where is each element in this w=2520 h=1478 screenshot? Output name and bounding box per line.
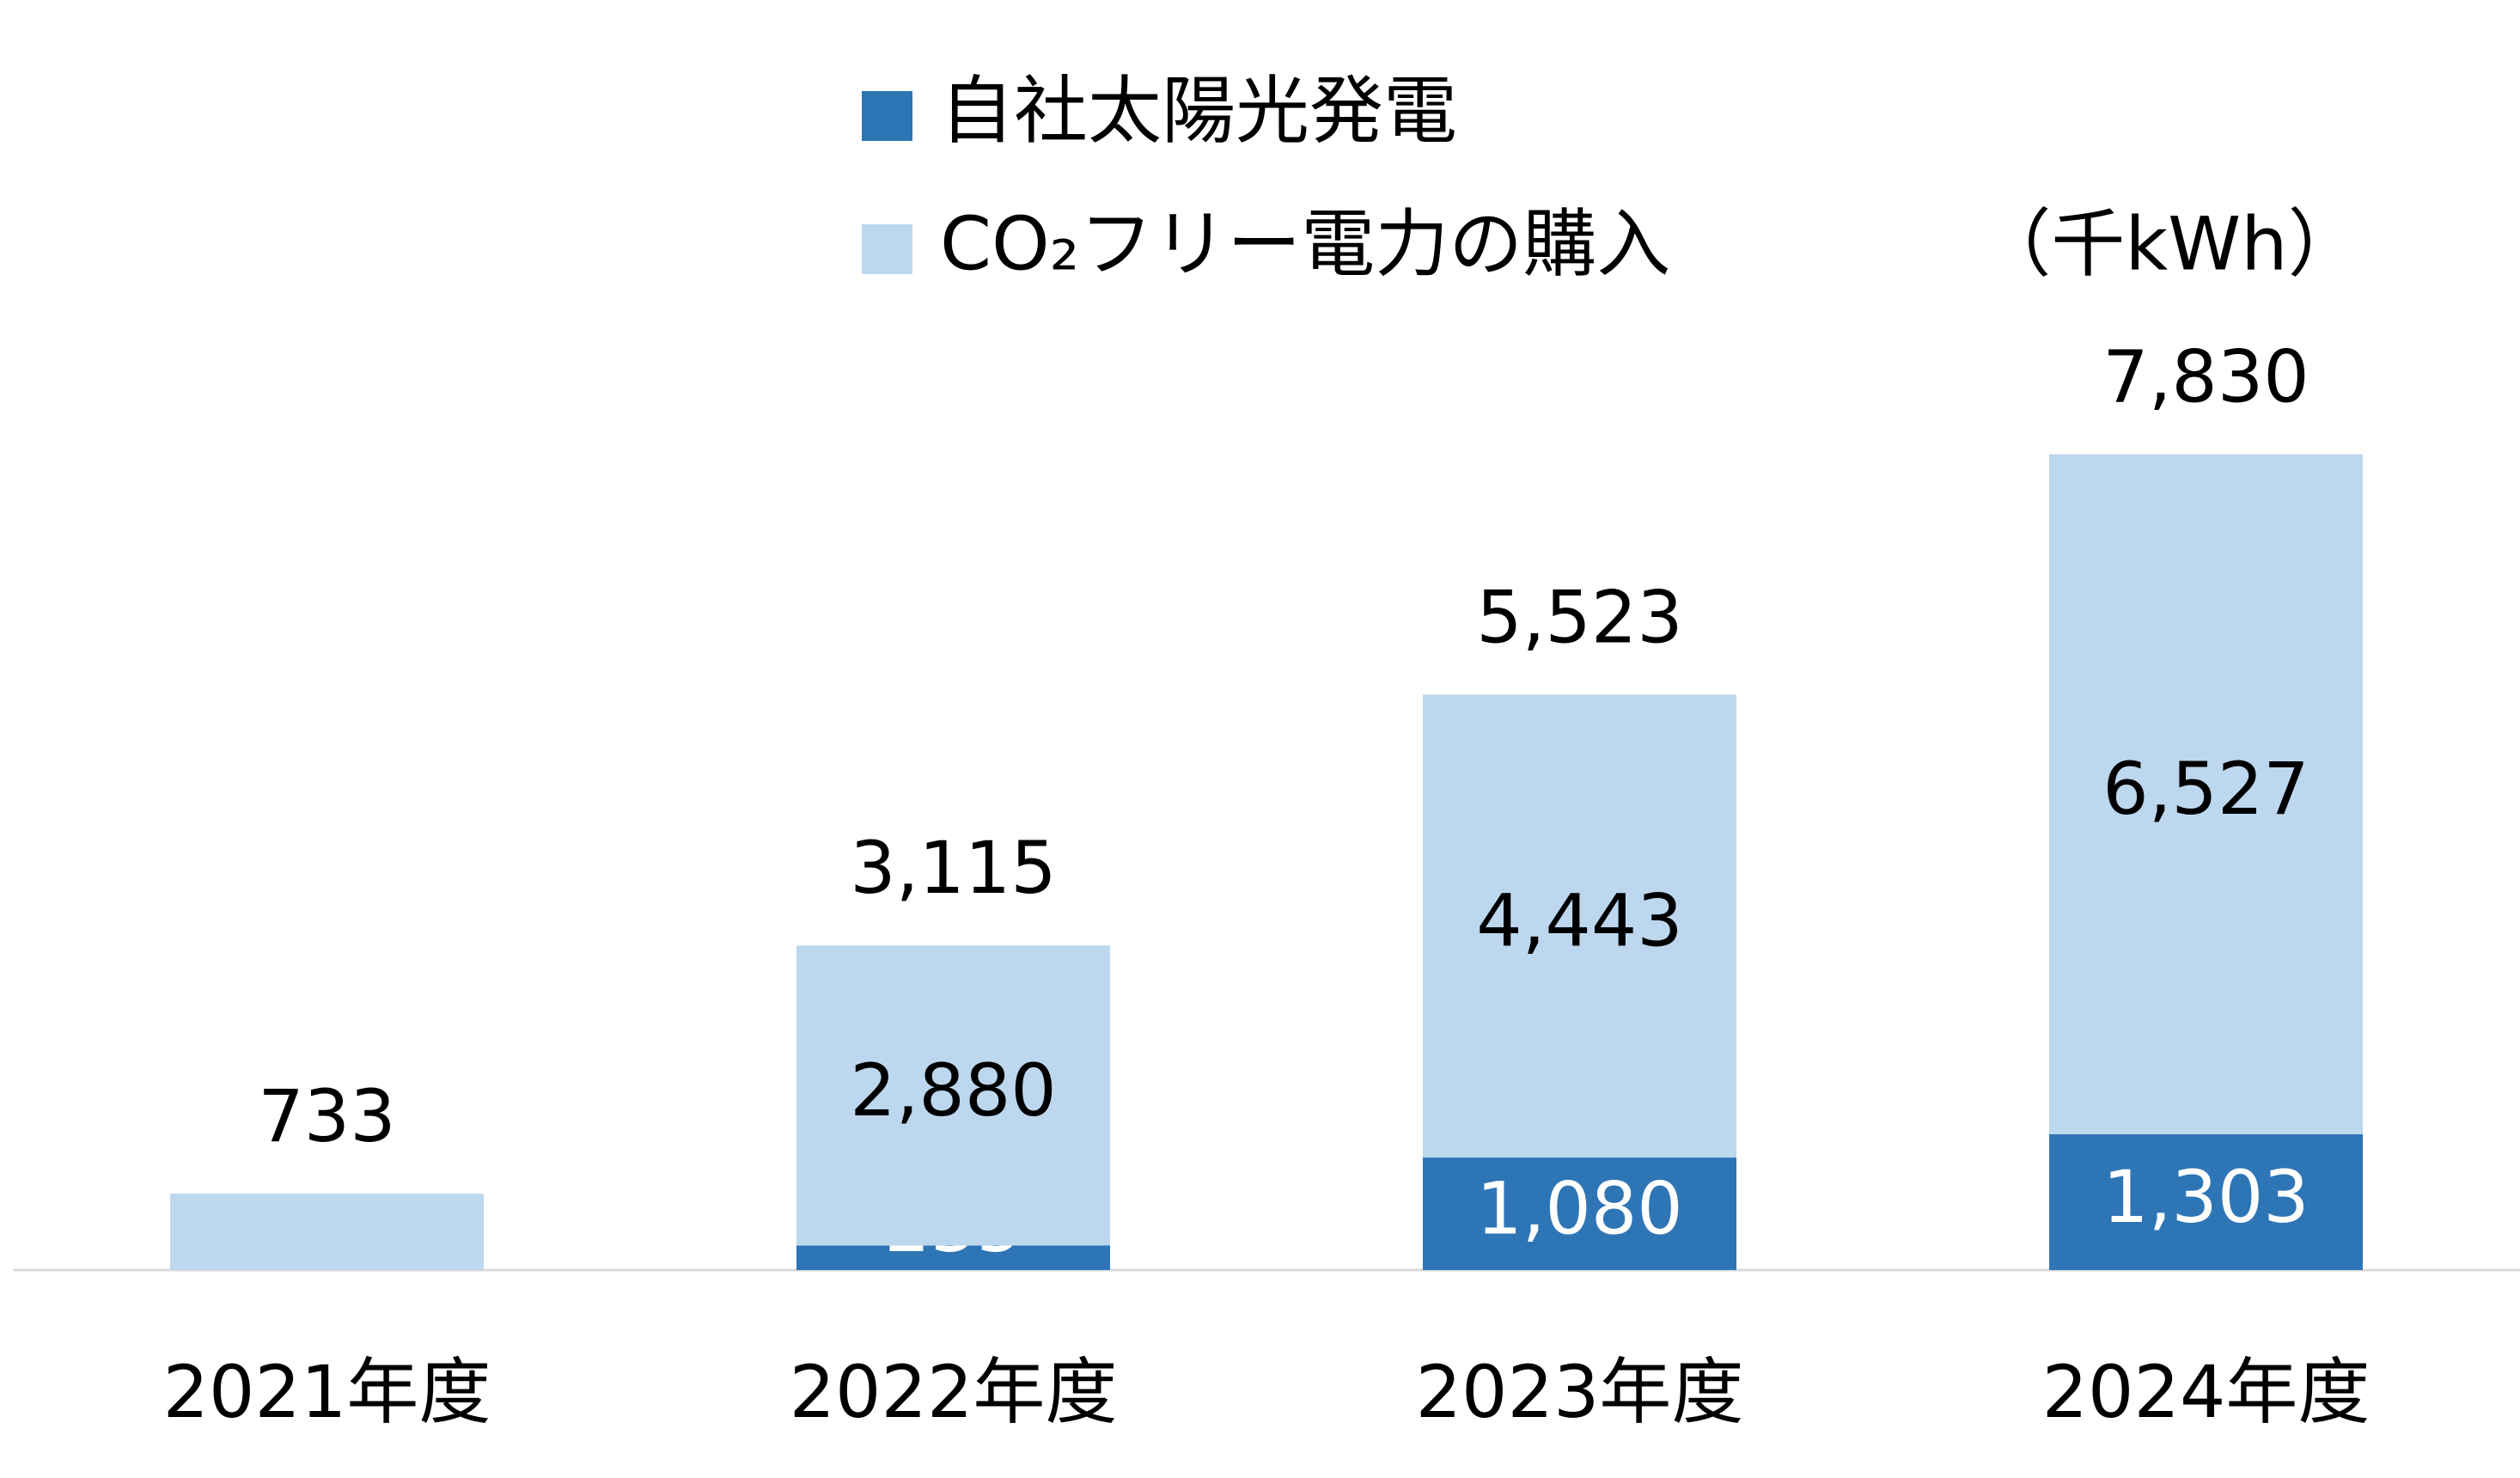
x-tick-label: 2022年度 — [790, 1350, 1118, 1434]
data-label: 4,443 — [1476, 879, 1682, 963]
legend-label: CO₂フリー電力の購入 — [940, 201, 1670, 287]
bar-segment — [1423, 694, 1736, 1158]
total-label: 733 — [258, 1074, 395, 1158]
legend-swatch — [862, 91, 912, 141]
total-label: 5,523 — [1476, 575, 1682, 659]
data-label: 1,303 — [2102, 1155, 2309, 1239]
unit-label: （千kWh） — [1977, 201, 2361, 287]
bar-segment — [2049, 454, 2363, 1135]
legend-label: 自社太陽光発電 — [940, 68, 1457, 154]
total-label: 3,115 — [850, 826, 1056, 910]
legend-swatch — [862, 224, 912, 274]
bar-segment — [796, 1245, 1110, 1270]
bar-segment — [1423, 1157, 1736, 1270]
total-label: 7,830 — [2102, 335, 2309, 419]
data-label: 2,880 — [850, 1048, 1056, 1133]
x-tick-label: 2021年度 — [163, 1350, 491, 1434]
bar-segment — [2049, 1134, 2363, 1270]
bar-segment — [170, 1194, 484, 1270]
x-tick-label: 2024年度 — [2042, 1350, 2371, 1434]
bar-segment — [796, 945, 1110, 1246]
data-label: 6,527 — [2102, 747, 2309, 831]
x-tick-label: 2023年度 — [1416, 1350, 1744, 1434]
data-label: 1,080 — [1476, 1166, 1682, 1250]
